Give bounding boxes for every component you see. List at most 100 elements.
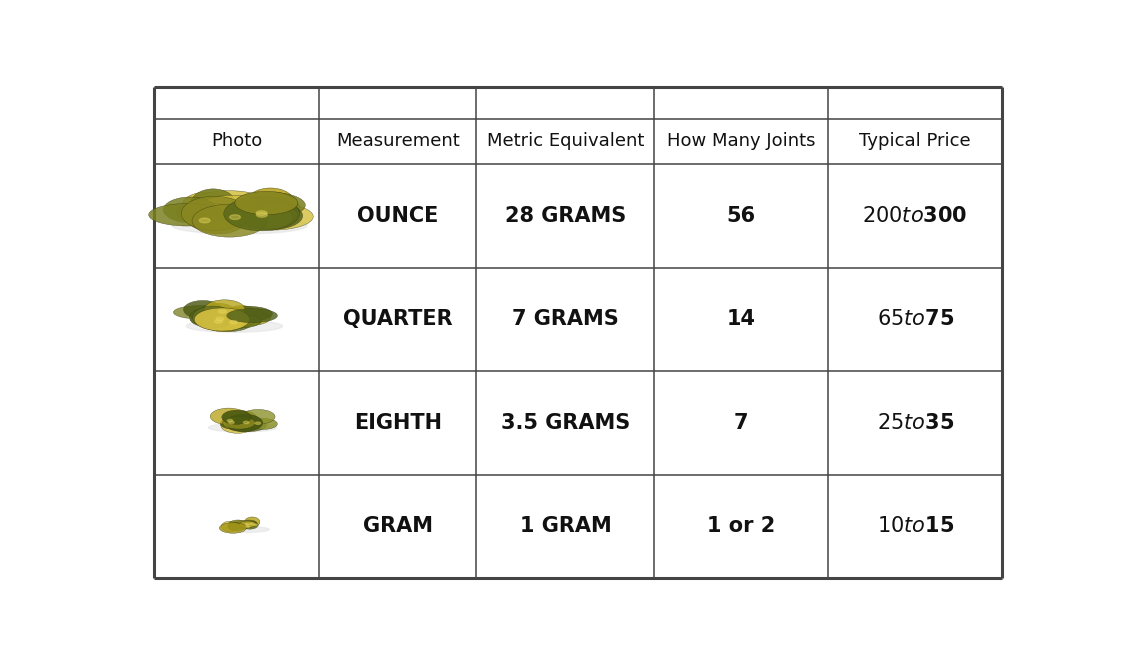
Ellipse shape bbox=[220, 522, 246, 533]
Ellipse shape bbox=[208, 314, 252, 332]
Text: $200 to $300: $200 to $300 bbox=[863, 206, 968, 226]
Text: 1 or 2: 1 or 2 bbox=[707, 517, 775, 536]
Ellipse shape bbox=[244, 421, 249, 424]
Ellipse shape bbox=[223, 419, 254, 430]
Ellipse shape bbox=[200, 218, 210, 223]
Ellipse shape bbox=[164, 197, 217, 222]
Ellipse shape bbox=[254, 524, 257, 526]
Ellipse shape bbox=[223, 305, 258, 327]
Ellipse shape bbox=[228, 523, 246, 531]
Text: $25 to $35: $25 to $35 bbox=[876, 413, 954, 433]
Ellipse shape bbox=[223, 526, 270, 532]
Ellipse shape bbox=[223, 197, 300, 231]
Ellipse shape bbox=[249, 418, 277, 430]
Ellipse shape bbox=[226, 414, 263, 432]
Text: 28 GRAMS: 28 GRAMS bbox=[504, 206, 626, 226]
Ellipse shape bbox=[239, 202, 302, 230]
Ellipse shape bbox=[256, 211, 267, 215]
Ellipse shape bbox=[222, 309, 271, 326]
Ellipse shape bbox=[221, 418, 254, 433]
Ellipse shape bbox=[229, 421, 235, 424]
Ellipse shape bbox=[182, 196, 248, 230]
Text: EIGHTH: EIGHTH bbox=[354, 413, 442, 433]
Ellipse shape bbox=[217, 317, 223, 320]
Text: 14: 14 bbox=[726, 309, 756, 330]
Text: Typical Price: Typical Price bbox=[860, 132, 971, 151]
Ellipse shape bbox=[230, 215, 240, 220]
Ellipse shape bbox=[191, 189, 236, 220]
Ellipse shape bbox=[233, 203, 314, 230]
Ellipse shape bbox=[213, 205, 282, 226]
Ellipse shape bbox=[256, 213, 267, 217]
Text: How Many Joints: How Many Joints bbox=[667, 132, 816, 151]
Ellipse shape bbox=[200, 198, 247, 221]
Ellipse shape bbox=[221, 521, 238, 532]
Ellipse shape bbox=[235, 191, 298, 215]
Ellipse shape bbox=[174, 305, 226, 319]
Ellipse shape bbox=[171, 216, 307, 234]
Ellipse shape bbox=[245, 524, 249, 525]
Ellipse shape bbox=[210, 408, 247, 424]
Ellipse shape bbox=[219, 310, 226, 313]
Ellipse shape bbox=[230, 520, 252, 529]
Text: Metric Equivalent: Metric Equivalent bbox=[486, 132, 644, 151]
Ellipse shape bbox=[202, 309, 245, 332]
Ellipse shape bbox=[201, 303, 235, 318]
Text: $10 to $15: $10 to $15 bbox=[876, 517, 954, 536]
Ellipse shape bbox=[227, 419, 232, 422]
Ellipse shape bbox=[184, 301, 222, 319]
Ellipse shape bbox=[239, 521, 256, 528]
Ellipse shape bbox=[220, 418, 244, 429]
Ellipse shape bbox=[246, 526, 249, 528]
Text: QUARTER: QUARTER bbox=[343, 309, 452, 330]
Ellipse shape bbox=[183, 192, 231, 219]
Ellipse shape bbox=[209, 314, 262, 328]
Ellipse shape bbox=[255, 422, 261, 424]
Ellipse shape bbox=[221, 306, 273, 322]
Ellipse shape bbox=[149, 203, 226, 226]
Ellipse shape bbox=[226, 419, 266, 432]
Ellipse shape bbox=[249, 523, 253, 525]
Ellipse shape bbox=[190, 308, 224, 327]
Text: OUNCE: OUNCE bbox=[358, 206, 439, 226]
Ellipse shape bbox=[188, 209, 237, 231]
Ellipse shape bbox=[193, 306, 233, 328]
Ellipse shape bbox=[231, 192, 306, 218]
Ellipse shape bbox=[192, 191, 266, 215]
Ellipse shape bbox=[222, 410, 252, 424]
Ellipse shape bbox=[223, 411, 257, 426]
Ellipse shape bbox=[244, 196, 300, 217]
Text: 1 GRAM: 1 GRAM bbox=[520, 517, 611, 536]
Text: $65 to $75: $65 to $75 bbox=[876, 309, 954, 330]
Text: Measurement: Measurement bbox=[336, 132, 460, 151]
Ellipse shape bbox=[186, 320, 282, 332]
Text: 7: 7 bbox=[734, 413, 749, 433]
Ellipse shape bbox=[229, 520, 247, 528]
Ellipse shape bbox=[176, 203, 232, 223]
Ellipse shape bbox=[222, 417, 255, 429]
Ellipse shape bbox=[230, 320, 237, 324]
Text: 7 GRAMS: 7 GRAMS bbox=[512, 309, 619, 330]
Ellipse shape bbox=[204, 300, 245, 319]
Ellipse shape bbox=[241, 409, 275, 424]
Ellipse shape bbox=[191, 313, 237, 326]
Text: Photo: Photo bbox=[211, 132, 263, 151]
Ellipse shape bbox=[246, 188, 294, 218]
Text: GRAM: GRAM bbox=[363, 517, 433, 536]
Ellipse shape bbox=[227, 309, 277, 322]
Ellipse shape bbox=[197, 195, 267, 222]
Text: 3.5 GRAMS: 3.5 GRAMS bbox=[501, 413, 631, 433]
Ellipse shape bbox=[222, 413, 249, 428]
Ellipse shape bbox=[214, 320, 222, 323]
Text: 56: 56 bbox=[726, 206, 756, 226]
Ellipse shape bbox=[243, 207, 293, 229]
Ellipse shape bbox=[240, 203, 297, 226]
Ellipse shape bbox=[192, 204, 267, 237]
Ellipse shape bbox=[245, 517, 259, 527]
Ellipse shape bbox=[192, 205, 246, 234]
Ellipse shape bbox=[194, 308, 249, 331]
Ellipse shape bbox=[194, 307, 249, 331]
Ellipse shape bbox=[209, 423, 276, 432]
Ellipse shape bbox=[241, 520, 257, 527]
Ellipse shape bbox=[241, 521, 258, 529]
